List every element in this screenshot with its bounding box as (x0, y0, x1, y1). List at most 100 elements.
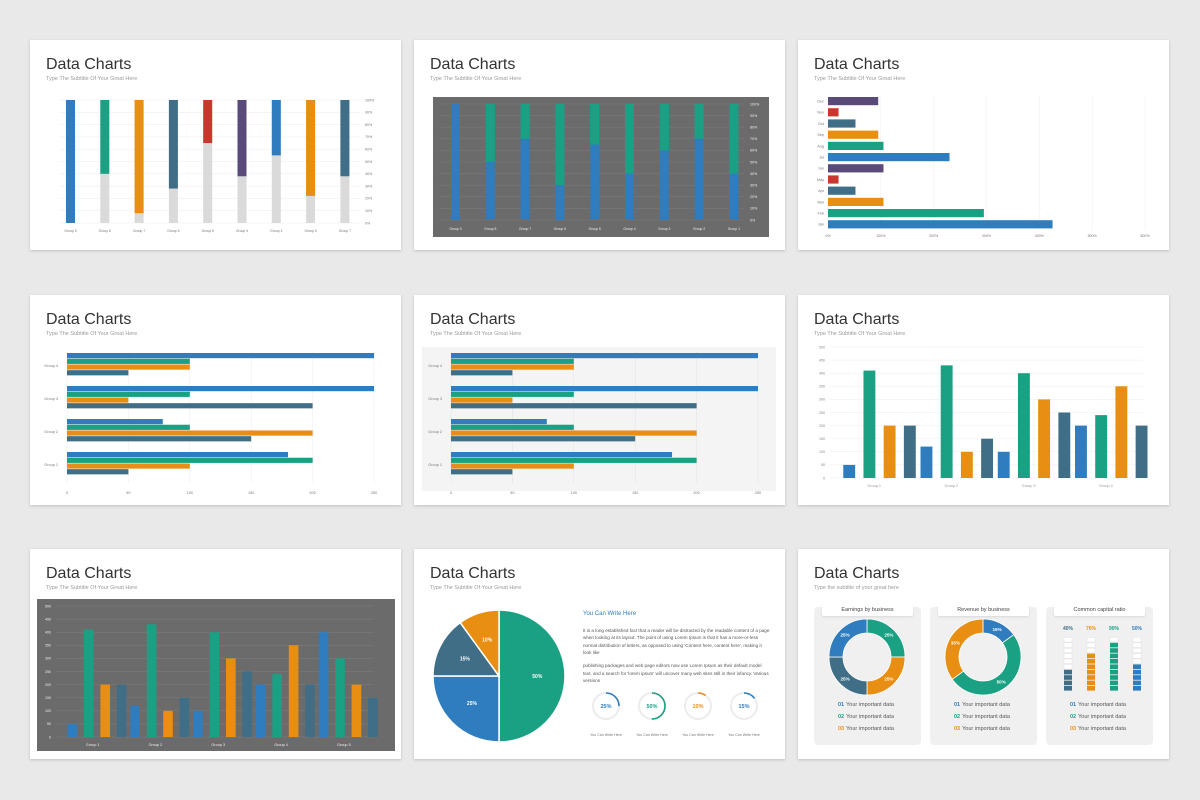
chart-grouped-hbars: 0 50 100 150 200 250 Group 4 Group 3 Group 2 Grou… (44, 351, 377, 495)
bar (134, 100, 144, 214)
bar (940, 365, 953, 478)
ratio-cell-filled (1087, 659, 1095, 664)
y-tick-label: 90% (750, 114, 758, 118)
ratio-cell-empty (1109, 637, 1119, 643)
y-tick-label: 400 (819, 372, 825, 376)
chart-grouped-hbars-shaded: 0 50 100 150 200 250 Group 4 Group 3 Group 2 Grou… (422, 347, 776, 495)
legend-num: 01 (1070, 702, 1077, 708)
card-capital-ratio: Common capital ratio 01 Your important da… (1046, 604, 1153, 745)
legend-num: 02 (954, 714, 961, 720)
legend-item: 03 Your important data (838, 726, 894, 732)
x-tick-label: Group 5 (64, 229, 76, 233)
bar (828, 186, 856, 195)
y-tick-label: 60% (365, 148, 373, 152)
bar (863, 370, 876, 478)
pie-slice (498, 609, 566, 743)
ratio-cell-empty (1086, 637, 1096, 643)
x-tick-label: 200 (309, 491, 315, 495)
slide-grouped-columns: Data Charts Type The Subtitle Of Your Gr… (798, 295, 1169, 505)
bar (67, 364, 190, 370)
bar (225, 658, 236, 737)
ratio-cell-empty (1132, 647, 1142, 653)
x-tick-label: 0 (66, 491, 68, 495)
donut-label: 25% (840, 677, 849, 682)
bar (451, 397, 513, 403)
bar (520, 104, 530, 139)
bar (828, 141, 884, 150)
y-tick-label: 300 (45, 657, 51, 661)
y-tick-label: 30% (750, 184, 758, 188)
bar (1095, 415, 1108, 478)
bar (451, 386, 758, 392)
y-tick-label: 500 (819, 345, 825, 349)
ratio-cell-filled (1087, 664, 1095, 669)
ratio-cell-filled (1110, 686, 1118, 691)
legend-num: 03 (1070, 726, 1077, 732)
slide-subtitle: Type The Subtitle Of Your Great Here (430, 76, 522, 82)
bar (100, 100, 110, 174)
donut-segment (828, 618, 868, 658)
x-tick-label: Group 4 (1099, 484, 1113, 488)
donut-label: 50% (997, 680, 1006, 685)
slide-subtitle: Type The Subtitle Of Your Great Here (814, 76, 906, 82)
ratio-cell-filled (1064, 669, 1072, 675)
progress-arc (638, 692, 666, 720)
x-tick-label: 100 (571, 491, 577, 495)
bar (828, 119, 856, 128)
ratio-cell-filled (1087, 680, 1095, 686)
legend-num: 02 (1070, 714, 1077, 720)
bar (67, 386, 374, 392)
bar (67, 370, 129, 376)
slide-title: Data Charts (46, 311, 132, 328)
slide-title: Data Charts (814, 311, 900, 328)
x-tick-label: Group 0 (449, 227, 461, 231)
text-paragraph-1: It is a long established fact that a rea… (583, 628, 770, 656)
y-tick-label: 50% (365, 160, 373, 164)
y-tick-label: 200 (45, 683, 51, 687)
x-tick-label: 50 (126, 491, 130, 495)
y-tick-label: 300 (819, 398, 825, 402)
y-tick-label: 20% (365, 197, 373, 201)
bar (67, 452, 289, 458)
bar (305, 684, 315, 737)
y-tick-label: Nov (817, 111, 824, 115)
y-tick-label: 0 (49, 735, 51, 739)
progress-value: 15% (738, 704, 749, 710)
bar (271, 100, 281, 156)
y-tick-label: Oct (818, 122, 825, 126)
slide-subtitle: Type The Subtitle Of Your Great Here (46, 76, 138, 82)
ratio-label: 70% (1086, 626, 1097, 632)
bar (828, 164, 884, 173)
bar (83, 629, 94, 737)
bar (451, 424, 574, 430)
bar (67, 419, 163, 425)
ratio-cell-filled (1110, 659, 1118, 664)
legend-label: Your important data (1078, 702, 1126, 708)
y-tick-label: Group 2 (428, 430, 442, 434)
pie-label: 50% (532, 674, 543, 680)
ratio-cell-filled (1133, 686, 1141, 691)
y-tick-label: Apr (818, 189, 825, 193)
x-tick-label: Group 3 (270, 229, 282, 233)
bar (843, 464, 856, 478)
y-tick-label: Group 3 (428, 397, 442, 401)
bar (883, 425, 896, 478)
ratio-cell-filled (1110, 642, 1118, 648)
card-title: Revenue by business (938, 604, 1029, 616)
bar (146, 624, 157, 737)
x-tick-label: Group 7 (519, 227, 531, 231)
bar (997, 451, 1010, 478)
bar (451, 358, 574, 364)
x-tick-label: 300% (982, 234, 992, 238)
x-tick-label: 600% (1140, 234, 1150, 238)
bar (67, 469, 129, 475)
x-tick-label: Group 2 (693, 227, 705, 231)
y-tick-label: 10% (750, 207, 758, 211)
ratio-cell-empty (1063, 642, 1073, 648)
x-tick-label: 150 (632, 491, 638, 495)
y-tick-label: 70% (365, 135, 373, 139)
bar (1115, 386, 1128, 478)
donut-segment (866, 618, 906, 658)
bar (451, 436, 636, 442)
legend-num: 01 (954, 702, 961, 708)
